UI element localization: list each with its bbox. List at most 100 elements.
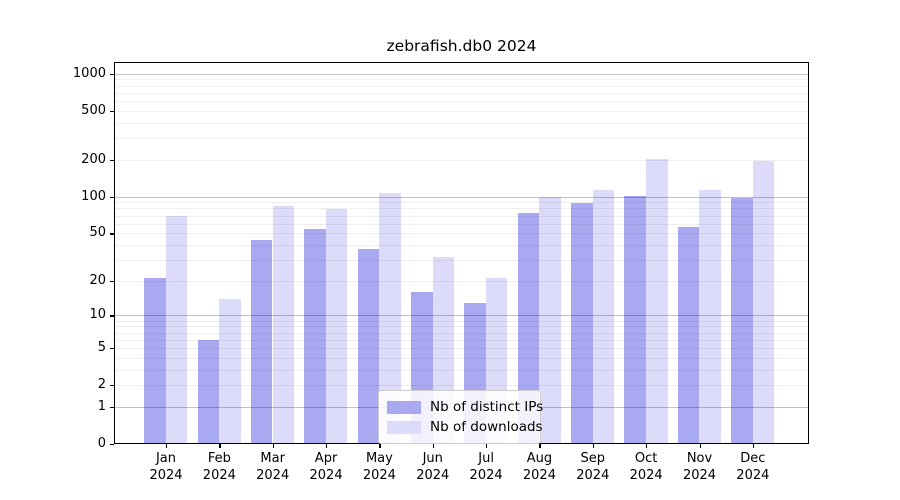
gridline-minor-400 [114, 122, 809, 124]
gridline-major-10 [114, 315, 809, 317]
y-tick-2 [110, 385, 114, 387]
x-tick-label-mar-2024: Mar 2024 [256, 451, 290, 483]
x-tick-aug-2024 [539, 444, 541, 448]
x-tick-feb-2024 [219, 444, 221, 448]
bar-distinct-ips-apr-2024 [304, 229, 326, 444]
x-tick-oct-2024 [646, 444, 648, 448]
x-tick-apr-2024 [326, 444, 328, 448]
x-tick-sep-2024 [592, 444, 595, 448]
x-tick-label-jun-2024: Jun 2024 [416, 451, 450, 483]
x-tick-jan-2024 [166, 444, 168, 448]
y-tick-label-10: 10 [89, 307, 106, 323]
y-tick-10 [110, 315, 114, 317]
gridline-minor-7 [114, 332, 809, 334]
bar-distinct-ips-feb-2024 [197, 339, 220, 444]
legend-swatch-downloads [387, 420, 421, 434]
x-tick-dec-2024 [752, 444, 755, 448]
y-tick-100 [110, 196, 114, 198]
gridline-minor-40 [114, 244, 809, 246]
plot-area: Nb of distinct IPs Nb of downloads [114, 62, 809, 444]
gridline-minor-9 [114, 320, 809, 322]
bar-downloads-aug-2024 [539, 196, 561, 444]
x-tick-label-oct-2024: Oct 2024 [629, 451, 663, 483]
x-tick-label-aug-2024: Aug 2024 [522, 451, 556, 483]
y-tick-0 [110, 444, 114, 446]
legend-item-distinct-ips: Nb of distinct IPs [387, 397, 543, 417]
legend-swatch-distinct-ips [387, 400, 421, 414]
y-tick-label-200: 200 [81, 151, 106, 167]
bar-downloads-apr-2024 [325, 208, 348, 444]
chart-title: zebrafish.db0 2024 [386, 37, 537, 55]
y-tick-label-100: 100 [81, 188, 106, 204]
x-tick-label-dec-2024: Dec 2024 [736, 451, 770, 483]
gridline-minor-2 [114, 385, 809, 387]
y-tick-1 [110, 406, 114, 409]
bar-distinct-ips-may-2024 [357, 249, 380, 444]
x-tick-label-sep-2024: Sep 2024 [576, 451, 610, 483]
x-tick-label-apr-2024: Apr 2024 [309, 451, 343, 483]
gridline-minor-900 [114, 79, 809, 81]
x-tick-mar-2024 [272, 444, 274, 448]
bar-downloads-jan-2024 [165, 215, 188, 444]
y-tick-50 [110, 233, 114, 235]
gridline-minor-30 [114, 259, 809, 261]
bar-downloads-oct-2024 [645, 159, 668, 444]
y-tick-label-0: 0 [97, 436, 106, 451]
gridline-minor-20 [114, 280, 809, 282]
y-tick-20 [110, 280, 114, 283]
gridline-minor-600 [114, 101, 809, 103]
y-tick-label-20: 20 [89, 272, 106, 288]
gridline-minor-70 [114, 215, 809, 217]
gridline-minor-300 [114, 138, 809, 140]
y-tick-5 [110, 347, 114, 350]
gridline-minor-500 [114, 110, 809, 112]
gridline-minor-800 [114, 85, 809, 87]
y-tick-label-2: 2 [97, 377, 106, 393]
gridline-minor-4 [114, 357, 809, 359]
legend-label-distinct-ips: Nb of distinct IPs [430, 399, 544, 415]
y-tick-label-1: 1 [97, 398, 106, 414]
bar-downloads-may-2024 [379, 193, 401, 444]
x-tick-label-jan-2024: Jan 2024 [149, 451, 183, 483]
gridline-minor-700 [114, 92, 809, 94]
gridline-minor-90 [114, 202, 809, 204]
bar-distinct-ips-dec-2024 [731, 198, 753, 444]
legend-item-downloads: Nb of downloads [387, 417, 543, 437]
x-tick-jul-2024 [486, 444, 488, 448]
y-tick-200 [110, 159, 114, 162]
bar-distinct-ips-aug-2024 [517, 212, 540, 444]
x-tick-label-feb-2024: Feb 2024 [202, 451, 236, 483]
bar-downloads-feb-2024 [219, 298, 241, 444]
bar-distinct-ips-sep-2024 [571, 202, 593, 444]
x-tick-label-may-2024: May 2024 [362, 451, 396, 483]
gridline-minor-60 [114, 223, 809, 225]
y-tick-1000 [110, 73, 114, 76]
bar-distinct-ips-jan-2024 [144, 278, 166, 444]
gridline-minor-8 [114, 326, 809, 328]
x-tick-may-2024 [379, 444, 381, 448]
bar-downloads-sep-2024 [592, 190, 615, 444]
gridline-minor-5 [114, 347, 809, 349]
legend: Nb of distinct IPs Nb of downloads [378, 390, 543, 444]
plot-frame [114, 62, 809, 444]
bar-downloads-mar-2024 [272, 205, 295, 444]
gridline-minor-80 [114, 208, 809, 210]
y-tick-500 [110, 110, 114, 113]
bar-distinct-ips-nov-2024 [677, 227, 700, 444]
x-tick-jun-2024 [432, 444, 435, 448]
bar-downloads-nov-2024 [699, 189, 721, 444]
bar-distinct-ips-mar-2024 [250, 240, 273, 444]
bar-distinct-ips-oct-2024 [624, 196, 646, 444]
y-tick-label-50: 50 [89, 225, 106, 241]
gridline-major-100 [114, 196, 809, 198]
x-tick-label-nov-2024: Nov 2024 [682, 451, 717, 483]
y-tick-label-500: 500 [81, 102, 106, 118]
y-tick-label-1000: 1000 [72, 65, 106, 81]
y-tick-label-5: 5 [97, 339, 106, 355]
bar-downloads-dec-2024 [752, 160, 775, 444]
x-tick-label-jul-2024: Jul 2024 [469, 451, 503, 483]
gridline-minor-6 [114, 339, 809, 341]
gridline-major-1000 [114, 73, 809, 75]
x-tick-nov-2024 [699, 444, 701, 448]
